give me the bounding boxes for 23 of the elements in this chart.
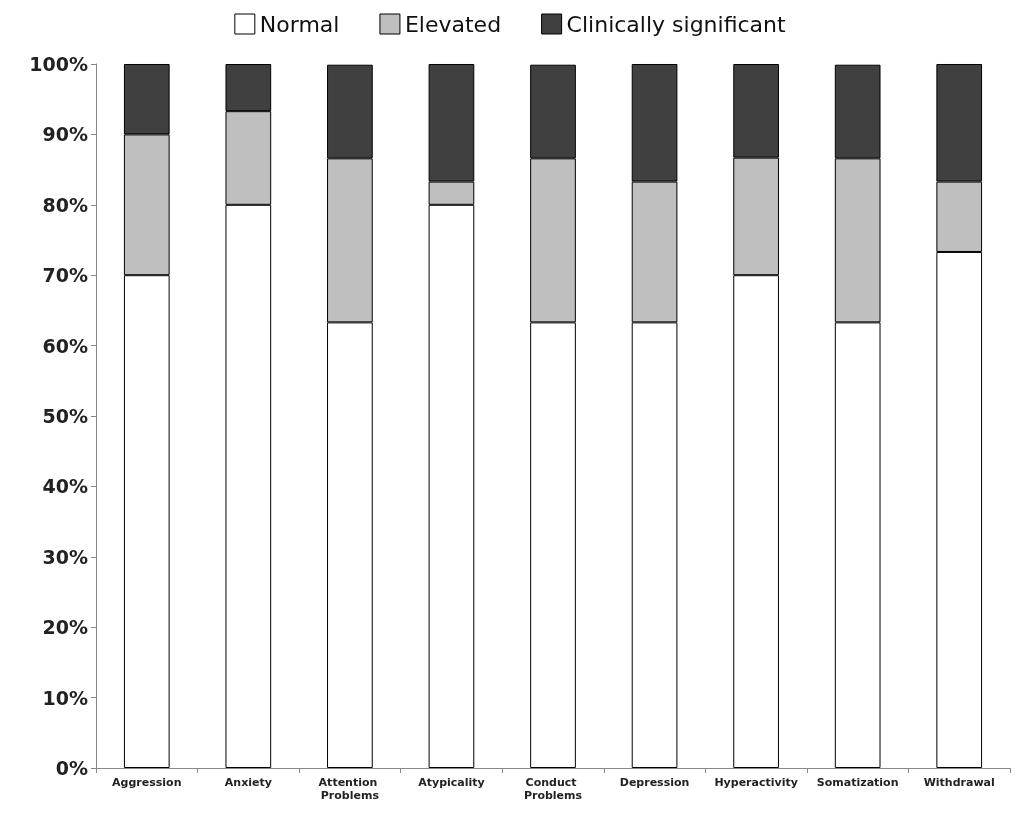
- y-tick-label: 80%: [42, 193, 88, 216]
- legend-label: Elevated: [404, 11, 502, 37]
- y-tick-label: 100%: [29, 53, 88, 75]
- x-tick-label: Withdrawal: [923, 776, 995, 789]
- y-tick-label: 70%: [42, 264, 88, 287]
- y-tick-label: 30%: [42, 545, 88, 568]
- x-tick-label: Attention Problems: [318, 776, 382, 802]
- y-tick-label: 50%: [42, 405, 88, 427]
- x-tick-label: Depression: [619, 776, 690, 789]
- y-tick-label: 60%: [42, 334, 88, 357]
- x-tick-label: Atypicality: [418, 776, 485, 789]
- y-tick-label: 10%: [42, 686, 88, 709]
- y-tick-label: 40%: [42, 475, 88, 498]
- y-tick-label: 0%: [55, 757, 88, 779]
- legend-label: Clinically significant: [566, 11, 787, 37]
- x-tick-label: Conduct Problems: [523, 776, 583, 802]
- x-tick-label: Hyperactivity: [714, 776, 798, 789]
- legend-label: Normal: [259, 11, 340, 37]
- x-tick-label: Aggression: [112, 776, 182, 789]
- y-tick-label: 90%: [42, 123, 88, 146]
- y-tick-label: 20%: [42, 616, 88, 639]
- x-tick-label: Anxiety: [224, 776, 272, 789]
- x-tick-label: Somatization: [816, 776, 899, 789]
